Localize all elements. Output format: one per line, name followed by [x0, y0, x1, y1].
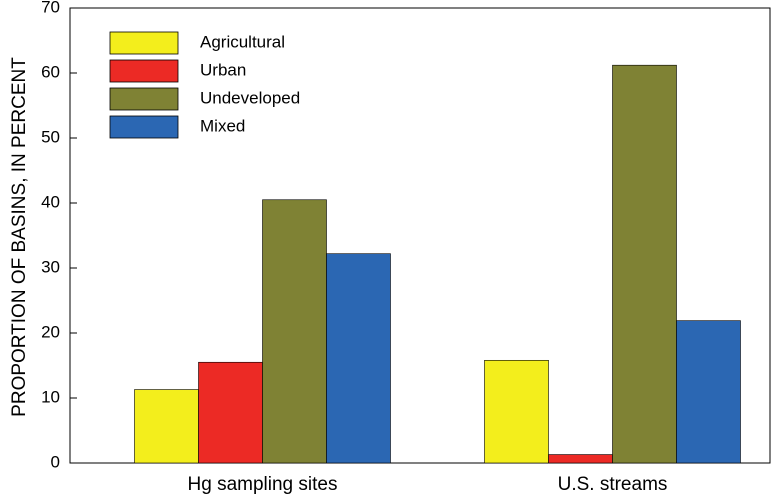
bar — [612, 64, 677, 464]
bar — [548, 454, 613, 464]
bar — [484, 359, 549, 464]
bar — [262, 199, 327, 464]
y-tick-label: 0 — [51, 452, 60, 471]
legend-label: Undeveloped — [200, 88, 300, 107]
plot-frame — [69, 7, 771, 464]
bar — [134, 389, 199, 464]
bar — [326, 253, 391, 464]
y-tick-label: 50 — [41, 127, 60, 146]
y-tick-label: 30 — [41, 257, 60, 276]
legend-swatch — [109, 87, 179, 111]
legend-label: Mixed — [200, 116, 245, 135]
legend-label: Urban — [200, 60, 246, 79]
x-tick-label: Hg sampling sites — [188, 474, 338, 495]
y-tick-label: 70 — [41, 0, 60, 16]
bar — [198, 361, 263, 464]
x-tick-label: U.S. streams — [558, 474, 668, 495]
y-tick-label: 10 — [41, 387, 60, 406]
legend-label: Agricultural — [200, 32, 285, 51]
y-tick-label: 60 — [41, 62, 60, 81]
y-axis-label: PROPORTION OF BASINS, IN PERCENT — [9, 57, 30, 417]
legend-swatch — [109, 31, 179, 55]
legend-swatch — [109, 115, 179, 139]
bar — [676, 320, 741, 464]
y-tick-label: 20 — [41, 322, 60, 341]
legend-swatch — [109, 59, 179, 83]
y-tick-label: 40 — [41, 192, 60, 211]
